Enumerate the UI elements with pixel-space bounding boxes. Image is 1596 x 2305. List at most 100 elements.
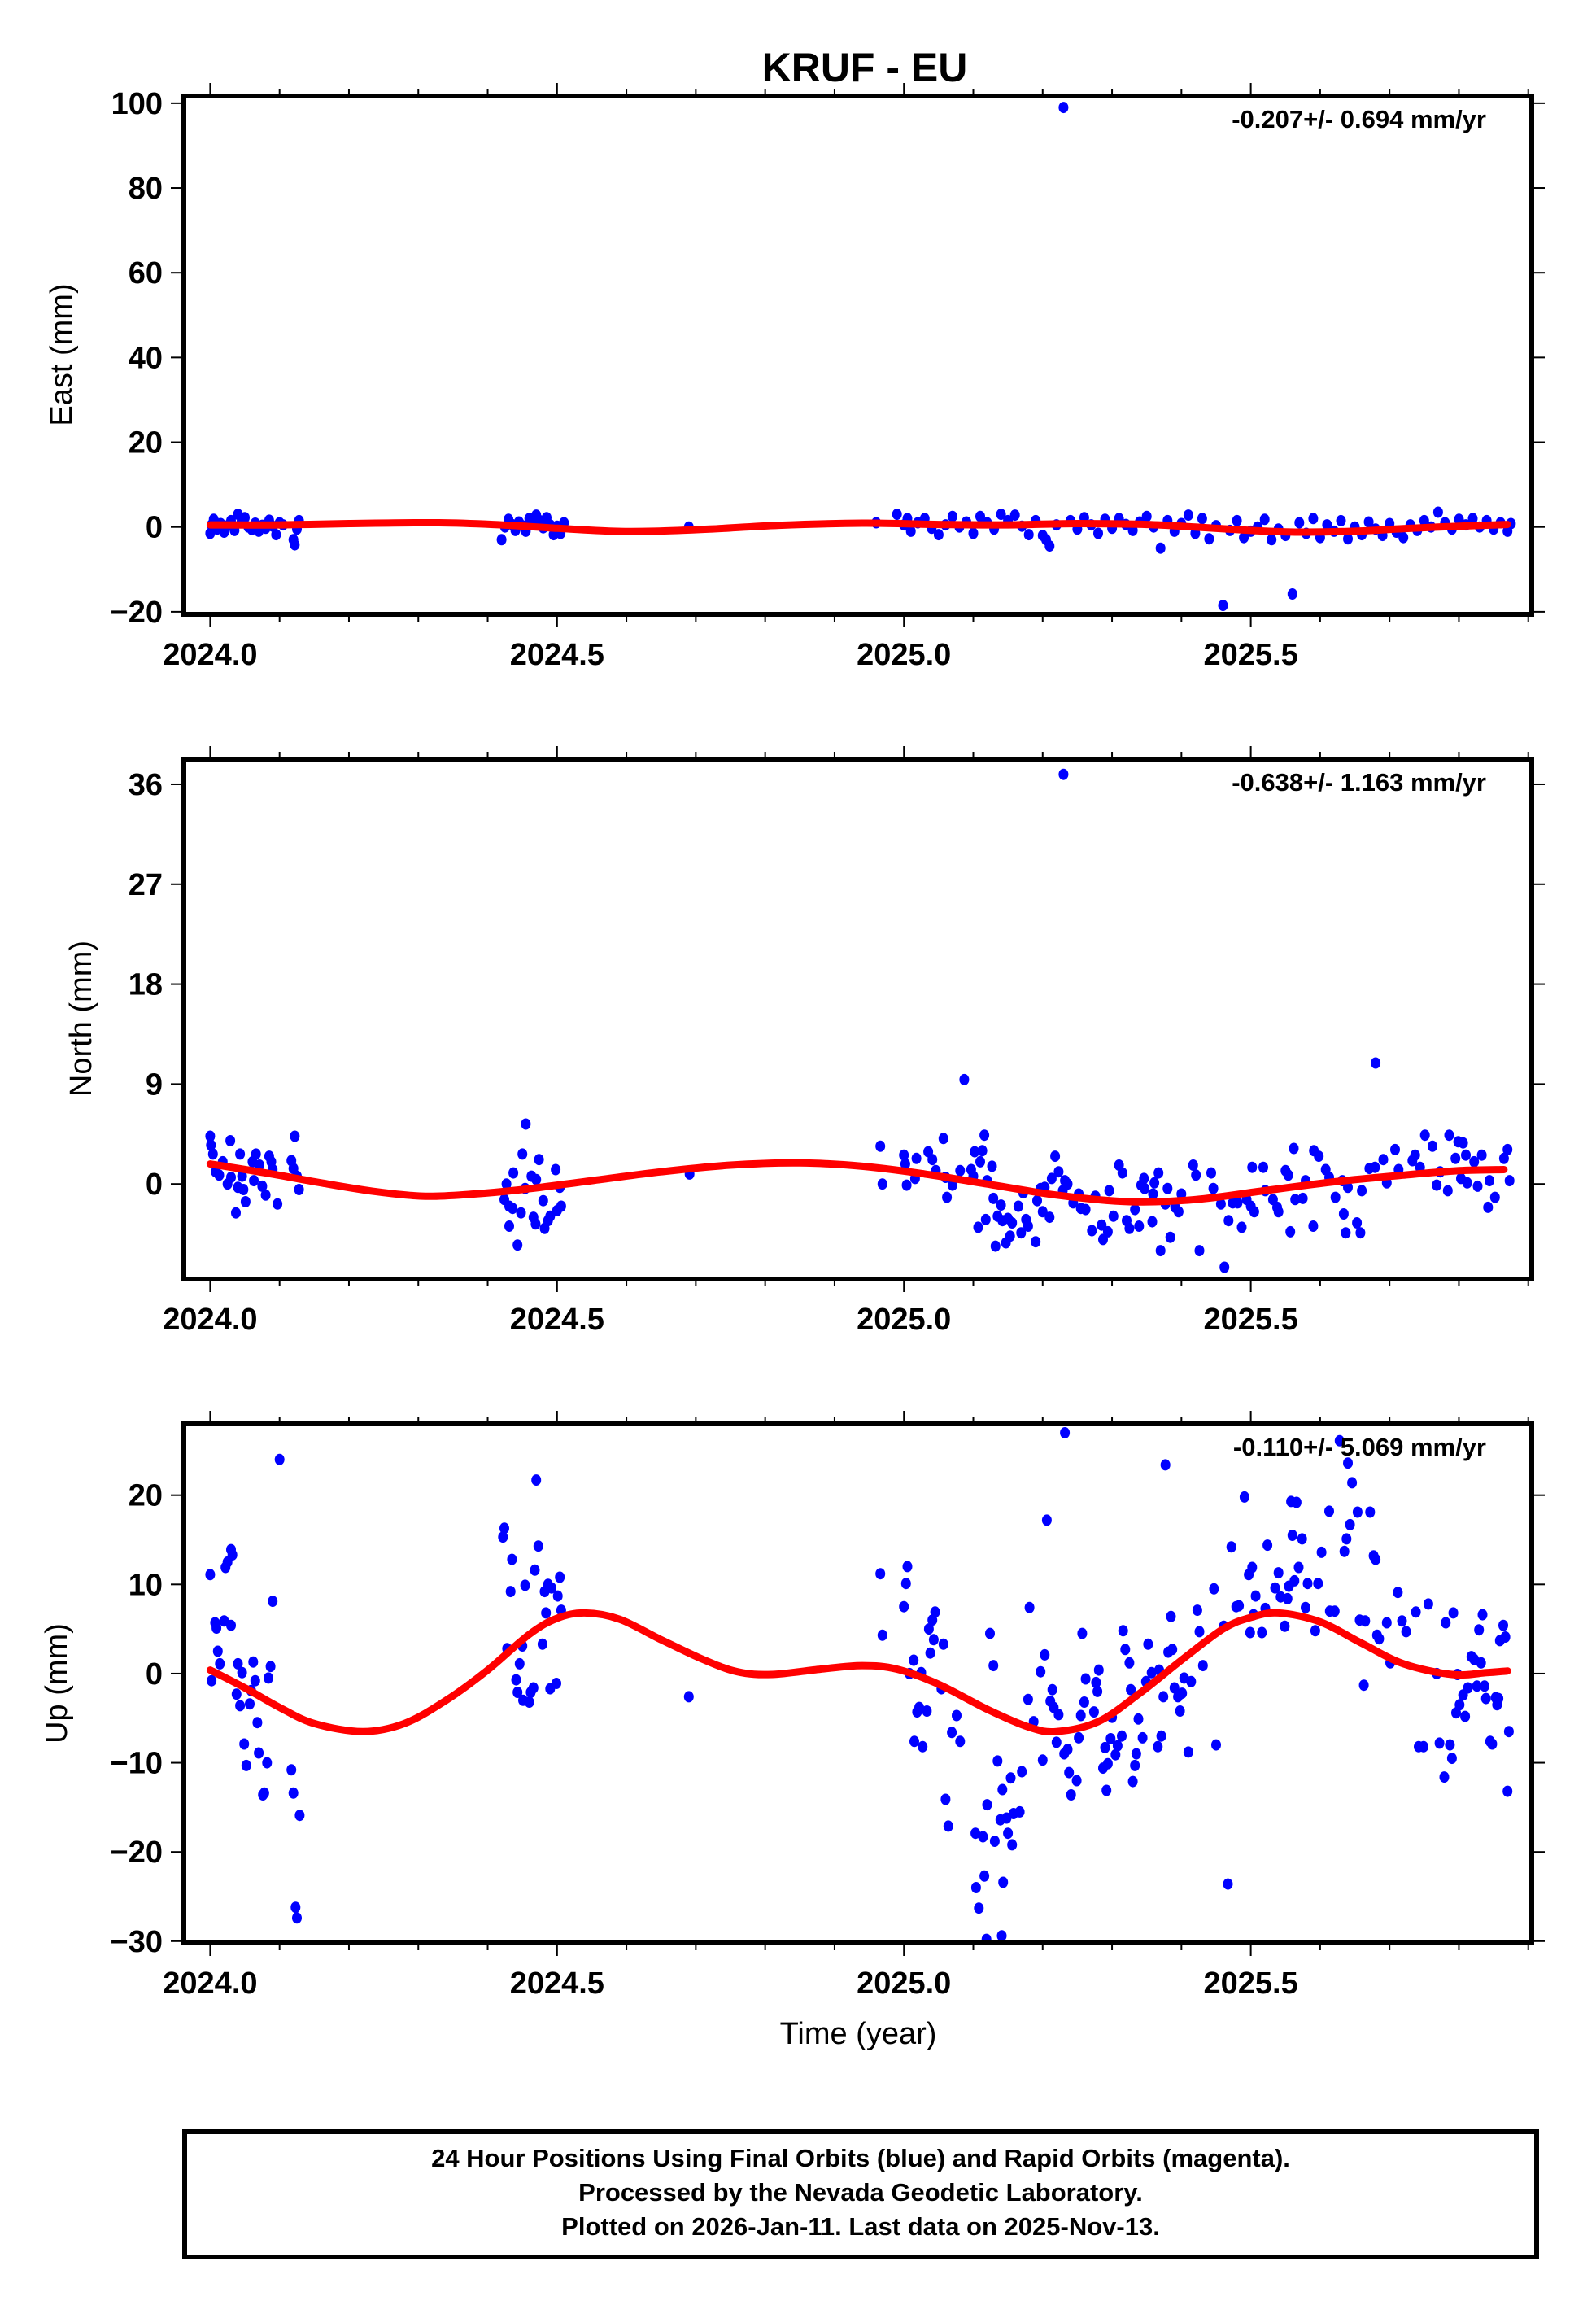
north-data-point	[1117, 1167, 1127, 1179]
up-data-point	[1137, 1731, 1148, 1744]
north-data-point	[955, 1164, 966, 1177]
up-data-point	[1160, 1459, 1171, 1471]
north-data-point	[207, 1148, 218, 1160]
up-data-point	[997, 1783, 1008, 1796]
up-data-point	[1091, 1676, 1101, 1688]
up-data-point	[1059, 1748, 1070, 1760]
up-data-point	[286, 1764, 297, 1776]
north-data-point	[551, 1163, 561, 1176]
up-data-point	[923, 1623, 934, 1635]
east-y-tick-label: 60	[129, 256, 163, 290]
up-data-point	[1071, 1775, 1082, 1787]
up-data-point	[1289, 1574, 1300, 1587]
up-data-point	[207, 1674, 217, 1687]
north-data-point	[1355, 1227, 1366, 1239]
up-data-point	[1492, 1699, 1502, 1711]
up-data-point	[902, 1561, 913, 1573]
north-data-point	[1352, 1217, 1363, 1229]
up-y-tick-label: 0	[146, 1657, 163, 1692]
up-data-point	[1209, 1583, 1219, 1595]
up-data-point	[1124, 1657, 1135, 1669]
up-plot-frame	[181, 1421, 1534, 1945]
up-data-point	[524, 1696, 534, 1708]
north-data-point	[538, 1194, 548, 1207]
up-data-point	[1007, 1839, 1018, 1851]
up-data-point	[979, 1870, 990, 1882]
up-data-point	[1186, 1675, 1197, 1687]
up-data-point	[970, 1827, 981, 1840]
north-data-point	[238, 1184, 249, 1195]
north-data-point	[1472, 1180, 1483, 1192]
north-data-point	[294, 1184, 304, 1195]
up-data-point	[1439, 1771, 1450, 1783]
north-data-point	[237, 1170, 247, 1182]
east-y-tick-label: 80	[129, 172, 163, 206]
up-data-point	[1503, 1726, 1514, 1738]
up-y-axis-label: Up (mm)	[40, 1623, 74, 1744]
north-data-point	[534, 1154, 544, 1166]
north-data-point	[1410, 1149, 1420, 1161]
north-data-point	[1341, 1227, 1351, 1239]
north-data-point	[1098, 1233, 1108, 1246]
up-data-point	[1053, 1709, 1064, 1721]
up-data-point	[552, 1590, 563, 1602]
east-data-point	[1204, 533, 1214, 545]
up-data-point	[1480, 1692, 1491, 1705]
up-data-point	[1120, 1644, 1131, 1656]
up-data-point	[220, 1561, 231, 1574]
east-data-point	[996, 509, 1006, 521]
up-data-point	[985, 1627, 995, 1639]
up-data-point	[1117, 1730, 1127, 1742]
north-data-point	[206, 1139, 216, 1151]
north-data-point	[1419, 1129, 1430, 1142]
north-data-point	[1162, 1182, 1173, 1194]
north-x-tick-label: 2025.5	[1203, 1303, 1297, 1337]
north-data-point	[1148, 1188, 1158, 1200]
east-x-tick-label: 2025.0	[857, 638, 951, 672]
up-data-point	[215, 1657, 225, 1670]
north-data-point	[1124, 1222, 1135, 1234]
up-data-point	[1472, 1680, 1482, 1692]
up-data-point	[1060, 1427, 1071, 1438]
north-data-point	[530, 1218, 541, 1230]
north-data-point	[1191, 1169, 1201, 1181]
up-data-point	[1302, 1578, 1313, 1590]
north-data-point	[875, 1140, 886, 1152]
up-data-point	[1498, 1619, 1508, 1631]
footer-line-orbits: 24 Hour Positions Using Final Orbits (bl…	[431, 2144, 1290, 2172]
north-data-point	[1338, 1208, 1349, 1220]
north-data-point	[1485, 1175, 1494, 1187]
up-data-point	[233, 1657, 243, 1670]
north-data-point	[1050, 1150, 1061, 1163]
east-data-point	[1287, 588, 1297, 600]
up-data-point	[1345, 1518, 1355, 1530]
up-data-point	[1127, 1775, 1138, 1788]
up-data-point	[1226, 1541, 1236, 1553]
north-data-point	[1297, 1192, 1308, 1204]
east-plot-frame	[181, 94, 1534, 617]
up-data-point	[918, 1740, 928, 1753]
north-x-tick-label: 2025.0	[857, 1303, 951, 1337]
east-data-point	[1218, 600, 1228, 612]
up-data-point	[288, 1787, 299, 1799]
up-data-point	[909, 1735, 919, 1748]
north-data-point	[508, 1203, 518, 1215]
up-data-point	[1131, 1748, 1141, 1760]
north-data-point	[911, 1152, 922, 1164]
up-data-point	[989, 1836, 1000, 1847]
up-data-point	[1329, 1605, 1340, 1617]
up-data-point	[1343, 1457, 1353, 1469]
north-data-point	[1428, 1140, 1437, 1152]
north-data-point	[938, 1133, 948, 1145]
up-data-point	[505, 1586, 516, 1598]
up-data-point	[900, 1578, 911, 1590]
up-y-tick-label: 20	[129, 1479, 163, 1513]
north-data-point	[1147, 1216, 1158, 1228]
east-data-point	[933, 529, 944, 541]
up-data-point	[1365, 1506, 1376, 1518]
east-data-point	[1239, 531, 1249, 544]
north-data-point	[552, 1204, 562, 1216]
north-y-tick-label: 9	[146, 1067, 163, 1102]
up-model-curve	[206, 1609, 1511, 1735]
north-y-tick-label: 36	[129, 768, 163, 802]
